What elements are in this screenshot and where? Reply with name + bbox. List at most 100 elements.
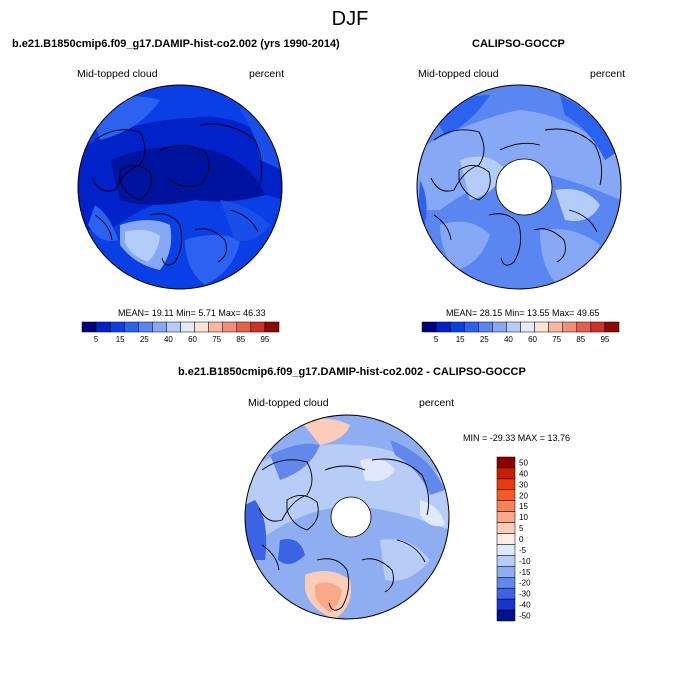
panel2-stats: MEAN= 28.15 Min= 13.55 Max= 49.65 <box>446 308 600 318</box>
panel1-title: b.e21.B1850cmip6.f09_g17.DAMIP-hist-co2.… <box>12 38 340 50</box>
panel2-colorbar-box <box>463 321 479 333</box>
panel3-colorbar-label: -5 <box>519 546 527 555</box>
panel1-units: percent <box>249 68 285 80</box>
panel3-colorbar-label: -50 <box>519 612 531 621</box>
panel1-colorbar-box <box>95 321 111 333</box>
panel2-colorbar-box <box>506 321 521 333</box>
panel1-colorbar-box <box>166 321 181 333</box>
panel1-colorbar-label: 5 <box>94 335 99 344</box>
panel1-colorbar-box <box>138 321 153 333</box>
panel3-colorbar-label: 20 <box>519 491 528 500</box>
panel1-colorbar-box <box>152 321 167 333</box>
panel3-colorbar-box <box>496 598 516 611</box>
panel2-polar-gap <box>496 159 552 215</box>
panel3-colorbar-label: -10 <box>519 557 531 566</box>
panel2-colorbar-box <box>548 321 563 333</box>
panel3-map <box>244 414 450 620</box>
panel2-colorbar-label: 75 <box>552 335 561 344</box>
panel1-colorbar-box <box>264 321 280 333</box>
panel3-colorbar-label: -20 <box>519 579 531 588</box>
panel3-colorbar-label: 15 <box>519 502 528 511</box>
panel1-colorbar-label: 85 <box>236 335 245 344</box>
panel2-colorbar: 5 15 25 40 60 75 85 95 <box>421 321 620 344</box>
panel3-colorbar-box <box>496 511 516 523</box>
panel3-colorbar-label: 50 <box>519 458 528 467</box>
panel1-colorbar-box <box>208 321 223 333</box>
season-title: DJF <box>331 8 369 30</box>
panel1-colorbar-label: 60 <box>188 335 197 344</box>
panel2-colorbar-label: 15 <box>456 335 465 344</box>
panel2-colorbar-box <box>492 321 507 333</box>
panel3-variable: Mid-topped cloud <box>248 397 329 409</box>
panel1-colorbar-box <box>109 321 125 333</box>
panel2-variable: Mid-topped cloud <box>418 68 499 80</box>
panel3-colorbar-box <box>496 489 516 501</box>
panel2-colorbar-label: 95 <box>600 335 609 344</box>
panel3-colorbar-box <box>496 587 516 600</box>
panel1-colorbar-box <box>194 321 209 333</box>
panel1-colorbar: 5 15 25 40 60 75 85 95 <box>81 321 280 344</box>
panel2-colorbar-label: 40 <box>504 335 513 344</box>
panel3-colorbar-box <box>496 566 516 578</box>
panel3-colorbar-label: 0 <box>519 535 524 544</box>
panel1-colorbar-label: 75 <box>212 335 221 344</box>
panel2-colorbar-box <box>520 321 535 333</box>
panel2-colorbar-box <box>604 321 620 333</box>
panel1-colorbar-label: 25 <box>140 335 149 344</box>
panel3-colorbar-box <box>496 478 516 491</box>
panel1-colorbar-label: 15 <box>116 335 125 344</box>
panel3-colorbar-box <box>496 533 516 545</box>
panel3-colorbar-label: 40 <box>519 469 528 478</box>
panel2-units: percent <box>590 68 626 80</box>
panel2-colorbar-box <box>576 321 592 333</box>
panel1-colorbar-box <box>250 321 266 333</box>
panel3-colorbar-box <box>496 500 516 512</box>
panel2-colorbar-box <box>562 321 578 333</box>
panel3-colorbar-box <box>496 544 516 556</box>
panel2-colorbar-box <box>449 321 465 333</box>
panel1-variable: Mid-topped cloud <box>77 68 158 80</box>
panel1-colorbar-box <box>236 321 252 333</box>
panel3-colorbar-box <box>496 456 516 469</box>
panel2-map <box>416 84 622 290</box>
panel1-colorbar-label: 40 <box>164 335 173 344</box>
panel3-stats: MIN = -29.33 MAX = 13.76 <box>463 433 571 443</box>
panel3-colorbar-box <box>496 577 516 589</box>
panel1-colorbar-box <box>180 321 195 333</box>
panel2-colorbar-label: 25 <box>480 335 489 344</box>
panel3-colorbar-label: -30 <box>519 590 531 599</box>
panel3-colorbar-label: 5 <box>519 524 524 533</box>
panel2-coastlines <box>430 128 603 266</box>
panel3-units: percent <box>419 397 455 409</box>
panel1-colorbar-box <box>123 321 139 333</box>
panel2-colorbar-label: 5 <box>434 335 439 344</box>
panel2-colorbar-box <box>435 321 451 333</box>
panel1-colorbar-box <box>81 321 97 333</box>
panel2-title: CALIPSO-GOCCP <box>472 38 565 50</box>
panel2-colorbar-box <box>534 321 549 333</box>
panel2-colorbar-box <box>590 321 606 333</box>
panel1-coastlines <box>91 123 263 266</box>
panel3-colorbar-box <box>496 555 516 567</box>
panel3-coastlines <box>258 458 430 611</box>
panel3-colorbar-label: 10 <box>519 513 528 522</box>
panel3-title: b.e21.B1850cmip6.f09_g17.DAMIP-hist-co2.… <box>178 366 526 378</box>
panel2-colorbar-box <box>478 321 493 333</box>
panel2-colorbar-box <box>421 321 437 333</box>
panel1-colorbar-label: 95 <box>260 335 269 344</box>
panel1-map <box>77 84 283 290</box>
panel1-colorbar-box <box>222 321 238 333</box>
panel1-cloud-field <box>78 85 282 289</box>
panel3-colorbar-box <box>496 522 516 534</box>
panel3-colorbar-label: -40 <box>519 601 531 610</box>
panel3-colorbar-label: -15 <box>519 568 531 577</box>
panel3-colorbar-label: 30 <box>519 480 528 489</box>
panel3-colorbar-box <box>496 467 516 480</box>
panel3-polar-gap <box>331 497 371 537</box>
panel1-stats: MEAN= 19.11 Min= 5.71 Max= 46.33 <box>118 308 266 318</box>
panel2-colorbar-label: 85 <box>576 335 585 344</box>
panel2-colorbar-label: 60 <box>528 335 537 344</box>
panel3-colorbar-box <box>496 609 516 622</box>
